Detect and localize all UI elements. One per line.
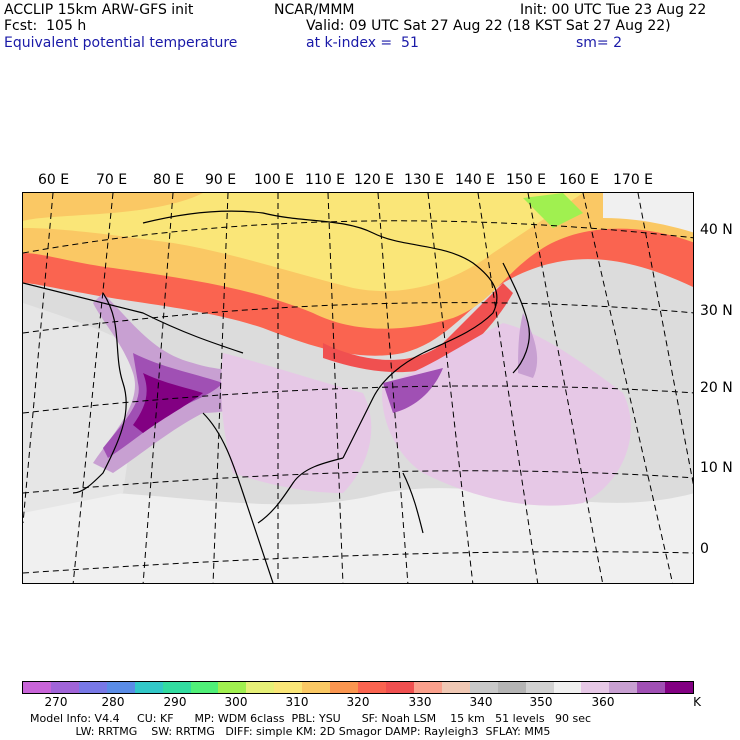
colorbar-swatch <box>246 682 275 693</box>
northeast-light <box>603 193 693 233</box>
org-label: NCAR/MMM <box>274 2 355 18</box>
theta-e-map <box>22 192 694 584</box>
colorbar-swatch <box>553 682 582 693</box>
field-name: Equivalent potential temperature <box>4 35 238 51</box>
southeast-asia-lilac <box>221 353 372 493</box>
colorbar-tick: 320 <box>346 695 370 709</box>
colorbar-swatch <box>358 682 386 693</box>
northwest-orange <box>23 193 203 221</box>
colorbar-swatch <box>637 682 666 693</box>
lon-label: 110 E <box>305 172 346 188</box>
colorbar-swatch <box>162 682 191 693</box>
forecast-hour: Fcst: 105 h <box>4 18 87 34</box>
colorbar-swatch <box>413 682 442 693</box>
lon-label: 70 E <box>96 172 128 188</box>
colorbar-swatch <box>302 682 331 693</box>
init-time: Init: 00 UTC Tue 23 Aug 22 <box>520 2 707 18</box>
lon-label: 140 E <box>455 172 496 188</box>
smoothing-label: sm= 2 <box>576 35 623 51</box>
graticule <box>23 193 693 583</box>
colorbar-swatch <box>190 682 219 693</box>
lat-label: 0 <box>700 541 709 557</box>
monsoon-purple-dark <box>133 373 203 433</box>
colorbar-tick: 300 <box>224 695 248 709</box>
lat-label: 40 N <box>700 222 733 238</box>
colorbar-unit: K <box>693 695 701 709</box>
tropics-light-area <box>23 488 693 583</box>
colorbar-swatch <box>469 682 498 693</box>
valid-time: Valid: 09 UTC Sat 27 Aug 22 (18 KST Sat … <box>306 18 671 34</box>
colorbar-tick: 270 <box>44 695 68 709</box>
colorbar-swatch <box>665 682 694 693</box>
colorbar-swatch <box>134 682 163 693</box>
model-info-line2: LW: RRTMG SW: RRTMG DIFF: simple KM: 2D … <box>30 725 551 738</box>
colorbar-tick: 340 <box>469 695 493 709</box>
colorbar-tick: 310 <box>285 695 309 709</box>
colorbar-swatch <box>78 682 107 693</box>
colorbar-tick: 330 <box>408 695 432 709</box>
colorbar-swatch <box>497 682 526 693</box>
lon-label: 150 E <box>506 172 547 188</box>
colorbar-tick: 360 <box>591 695 615 709</box>
colorbar-swatch <box>385 682 414 693</box>
lat-label: 30 N <box>700 303 733 319</box>
lon-label: 100 E <box>254 172 295 188</box>
lon-label: 80 E <box>153 172 185 188</box>
colorbar-swatch <box>106 682 135 693</box>
coastlines <box>23 210 530 583</box>
lon-label: 130 E <box>404 172 445 188</box>
colorbar-swatch <box>218 682 247 693</box>
colorbar-swatch <box>330 682 359 693</box>
colorbar-swatch <box>23 682 51 693</box>
lon-label: 60 E <box>38 172 70 188</box>
colorbar-swatch <box>525 682 554 693</box>
colorbar-tick: 280 <box>101 695 125 709</box>
pacific-lilac <box>382 323 631 506</box>
colorbar-swatch <box>441 682 470 693</box>
colorbar-tick: 290 <box>163 695 187 709</box>
pacific-purple <box>383 368 443 413</box>
colorbar <box>22 681 694 694</box>
lat-label: 20 N <box>700 380 733 396</box>
colorbar-swatch <box>274 682 303 693</box>
colorbar-swatch <box>50 682 79 693</box>
warm-band-yellow <box>23 193 583 292</box>
k-index-label: at k-index = 51 <box>306 35 419 51</box>
colorbar-swatch <box>609 682 638 693</box>
colorbar-swatch <box>581 682 610 693</box>
lon-label: 170 E <box>613 172 654 188</box>
green-spot <box>523 193 583 228</box>
model-title: ACCLIP 15km ARW-GFS init <box>4 2 194 18</box>
model-info-line1: Model Info: V4.4 CU: KF MP: WDM 6class P… <box>30 712 592 725</box>
colorbar-tick: 350 <box>529 695 553 709</box>
lat-label: 10 N <box>700 460 733 476</box>
lon-label: 160 E <box>559 172 600 188</box>
lon-label: 120 E <box>354 172 395 188</box>
lon-label: 90 E <box>205 172 237 188</box>
